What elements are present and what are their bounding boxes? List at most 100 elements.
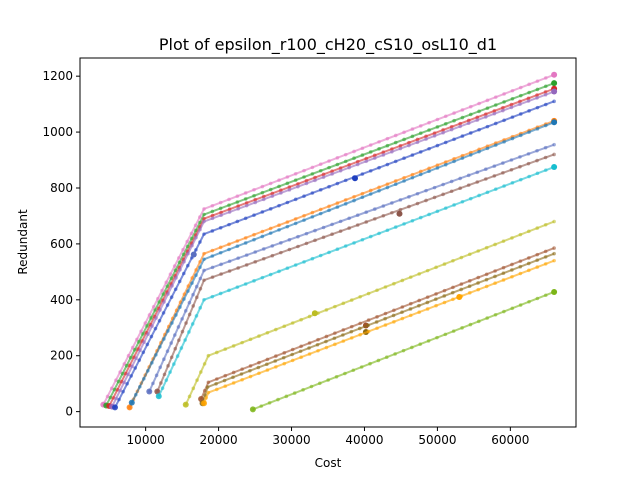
data-point — [227, 197, 231, 202]
data-point — [535, 258, 540, 262]
data-point — [501, 265, 506, 270]
data-point — [338, 169, 343, 173]
data-point — [187, 330, 191, 334]
data-point — [190, 281, 194, 285]
data-point — [418, 131, 423, 136]
data-point — [460, 134, 465, 138]
data-point — [468, 131, 473, 135]
data-point — [535, 171, 540, 176]
data-point — [243, 241, 248, 245]
data-point — [476, 275, 481, 280]
data-point — [231, 375, 235, 380]
data-point — [543, 155, 548, 160]
data-point — [268, 272, 273, 277]
data-point — [518, 259, 523, 263]
data-point — [527, 82, 531, 87]
data-point — [360, 153, 365, 157]
highlight-point — [456, 294, 463, 301]
data-point — [352, 194, 356, 199]
data-point — [210, 275, 215, 279]
data-point — [186, 251, 190, 256]
data-point — [434, 292, 438, 296]
data-point — [355, 213, 360, 218]
data-point — [410, 172, 415, 177]
data-point — [467, 279, 472, 283]
data-point — [518, 85, 523, 90]
data-point — [425, 295, 430, 299]
data-point — [227, 207, 232, 212]
data-point — [268, 181, 273, 186]
data-point — [150, 361, 154, 365]
data-point — [535, 105, 540, 110]
data-point — [318, 162, 323, 167]
data-point — [202, 268, 206, 273]
data-point — [243, 191, 248, 195]
data-point — [210, 216, 215, 221]
data-point — [277, 178, 281, 183]
data-point — [133, 366, 138, 370]
data-point — [277, 184, 281, 189]
data-point — [535, 158, 539, 163]
data-point — [375, 288, 379, 293]
data-point — [347, 216, 351, 221]
data-point — [157, 300, 162, 304]
data-point — [276, 397, 280, 402]
data-point — [502, 100, 506, 104]
data-point — [223, 373, 228, 378]
data-point — [377, 188, 381, 193]
data-point — [375, 326, 379, 331]
data-point — [334, 374, 339, 379]
data-point — [417, 298, 421, 303]
data-point — [410, 127, 415, 131]
data-point — [290, 358, 295, 363]
data-point — [282, 361, 287, 366]
data-point — [493, 313, 498, 317]
data-point — [293, 197, 298, 202]
data-point — [279, 241, 283, 245]
data-point — [244, 263, 249, 267]
data-point — [468, 104, 473, 109]
data-point — [202, 251, 206, 256]
data-point — [415, 201, 420, 206]
data-point — [169, 341, 173, 345]
data-point — [385, 162, 390, 167]
data-point — [501, 171, 505, 175]
start-point — [201, 400, 207, 407]
data-point — [324, 339, 328, 344]
series-3 — [109, 88, 558, 410]
data-point — [372, 153, 377, 158]
data-point — [310, 165, 315, 170]
data-point — [449, 189, 454, 194]
data-point — [349, 336, 354, 340]
data-point — [268, 187, 273, 192]
data-point — [151, 304, 156, 309]
data-point — [299, 355, 303, 360]
data-point — [160, 386, 165, 391]
data-point — [296, 234, 300, 239]
data-point — [510, 136, 515, 141]
data-point — [302, 194, 306, 198]
data-point — [179, 346, 184, 350]
data-point — [441, 130, 445, 135]
series-11 — [198, 246, 556, 403]
start-point — [155, 393, 162, 400]
data-point — [189, 231, 194, 236]
y-tick-label: 0 — [65, 405, 73, 419]
data-point — [304, 181, 309, 186]
data-point — [156, 296, 160, 301]
data-point — [285, 224, 290, 229]
data-point — [118, 388, 122, 393]
data-point — [526, 99, 531, 103]
data-point — [215, 387, 219, 392]
data-point — [204, 396, 208, 400]
data-point — [385, 228, 390, 233]
data-point — [321, 175, 326, 179]
data-point — [235, 244, 240, 249]
data-point — [518, 155, 522, 159]
data-point — [484, 245, 489, 250]
data-point — [244, 253, 249, 257]
data-point — [210, 209, 215, 214]
data-point — [235, 239, 240, 243]
data-point — [425, 307, 430, 311]
data-point — [270, 244, 275, 248]
